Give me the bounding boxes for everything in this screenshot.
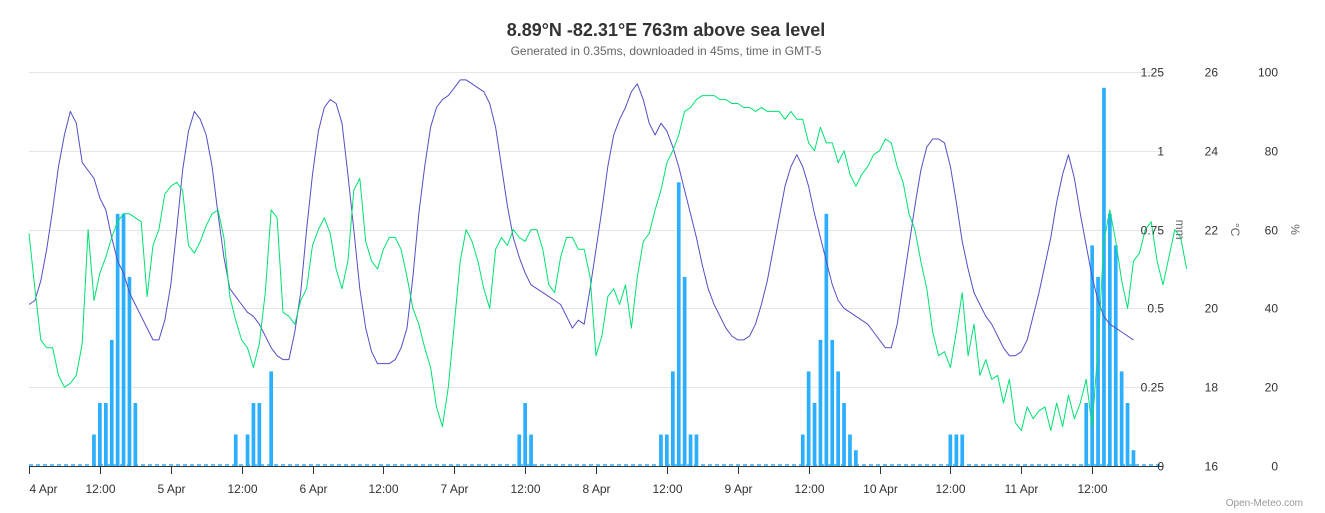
precipitation-tick-label: 0.75 — [1141, 224, 1165, 238]
temperature-tick-label: 20 — [1205, 302, 1219, 316]
temperature-tick-label: 18 — [1205, 381, 1219, 395]
precipitation-bar — [854, 450, 858, 466]
precipitation-bar — [682, 276, 687, 466]
humidity-tick-label: 60 — [1265, 224, 1279, 238]
temperature-axis-title: °C — [1228, 223, 1242, 237]
temperature-line — [28, 79, 1134, 365]
precipitation-bar — [529, 434, 533, 466]
precipitation-bar — [830, 339, 835, 466]
humidity-line — [28, 95, 1188, 431]
humidity-tick-label: 20 — [1265, 381, 1279, 395]
x-tick-label: 12:00 — [652, 482, 682, 496]
precipitation-bar — [818, 339, 823, 466]
precipitation-bar — [688, 434, 693, 466]
x-tick-label: 12:00 — [794, 482, 824, 496]
axes: 0 16 00.25 18 200.5 20 400.75 22 601 24 801.25 26 10… — [29, 66, 1279, 496]
precipitation-bar — [1113, 245, 1118, 466]
chart-subtitle: Generated in 0.35ms, downloaded in 45ms,… — [511, 44, 822, 58]
x-tick-label: 10 Apr — [863, 482, 898, 496]
precipitation-bar — [1084, 403, 1089, 466]
x-tick-label: 12:00 — [935, 482, 965, 496]
precipitation-bar — [523, 403, 527, 466]
humidity-tick-label: 100 — [1258, 66, 1278, 80]
humidity-axis-title: % — [1288, 224, 1302, 235]
precipitation-bar — [836, 371, 840, 466]
x-tick-label: 12:00 — [368, 482, 398, 496]
precipitation-bar — [269, 371, 273, 466]
x-tick-label: 5 Apr — [157, 482, 185, 496]
precipitation-bar — [812, 403, 817, 466]
temperature-tick-label: 24 — [1205, 145, 1219, 159]
x-tick-label: 9 Apr — [724, 482, 752, 496]
precipitation-bar — [948, 434, 953, 466]
humidity-tick-label: 0 — [1271, 460, 1278, 474]
precipitation-bar — [1119, 371, 1124, 466]
precipitation-tick-label: 0.25 — [1141, 381, 1165, 395]
humidity-tick-label: 40 — [1265, 302, 1279, 316]
x-tick-label: 11 Apr — [1005, 482, 1039, 496]
precipitation-bar — [806, 371, 811, 466]
precipitation-axis-title: mm — [1173, 220, 1187, 240]
x-tick-label: 8 Apr — [582, 482, 610, 496]
temperature-tick-label: 26 — [1205, 66, 1219, 80]
x-tick-label: 12:00 — [1077, 482, 1107, 496]
precipitation-bar — [960, 434, 965, 466]
precipitation-bar — [1090, 245, 1094, 466]
precipitation-bar — [98, 403, 102, 466]
precipitation-bar — [842, 403, 846, 466]
precipitation-bar — [1131, 450, 1136, 466]
x-tick-label: 12:00 — [85, 482, 115, 496]
credits-link[interactable]: Open-Meteo.com — [1226, 498, 1303, 509]
precipitation-bar — [233, 434, 238, 466]
x-tick-label: 12:00 — [510, 482, 540, 496]
precipitation-bar — [954, 434, 959, 466]
precipitation-bar — [109, 339, 114, 466]
precipitation-bar — [694, 434, 699, 466]
x-tick-label: 7 Apr — [440, 482, 468, 496]
x-tick-label: 4 Apr — [30, 482, 58, 496]
x-tick-label: 12:00 — [227, 482, 257, 496]
humidity-tick-label: 80 — [1265, 145, 1279, 159]
precipitation-tick-label: 1 — [1157, 145, 1164, 159]
precipitation-bar — [671, 371, 675, 466]
line-series — [28, 79, 1188, 466]
precipitation-bar — [257, 403, 262, 466]
precipitation-bar — [824, 213, 829, 466]
x-tick-label: 6 Apr — [299, 482, 327, 496]
precipitation-bar — [92, 434, 96, 466]
precipitation-bar — [659, 434, 663, 466]
precipitation-bar — [133, 403, 138, 466]
precipitation-bar — [127, 276, 132, 466]
precipitation-bar — [121, 213, 126, 466]
precipitation-bar — [245, 434, 250, 466]
temperature-tick-label: 16 — [1205, 460, 1219, 474]
precipitation-bar — [1108, 213, 1112, 466]
precipitation-series — [92, 87, 1136, 467]
temperature-tick-label: 22 — [1205, 224, 1219, 238]
precipitation-bar — [115, 213, 120, 466]
precipitation-bar — [676, 182, 681, 467]
precipitation-tick-label: 0.5 — [1147, 302, 1164, 316]
precipitation-bar — [517, 434, 522, 466]
chart-title: 8.89°N -82.31°E 763m above sea level — [507, 20, 826, 40]
precipitation-bar — [104, 403, 108, 466]
precipitation-bar — [1096, 276, 1100, 466]
precipitation-bar — [848, 434, 852, 466]
precipitation-bar — [800, 434, 805, 466]
grid-lines — [29, 72, 1163, 388]
precipitation-bar — [1125, 403, 1130, 466]
precipitation-bar — [1102, 87, 1106, 467]
precipitation-tick-label: 1.25 — [1141, 66, 1165, 80]
precipitation-bar — [251, 403, 256, 466]
precipitation-bar — [665, 434, 669, 466]
